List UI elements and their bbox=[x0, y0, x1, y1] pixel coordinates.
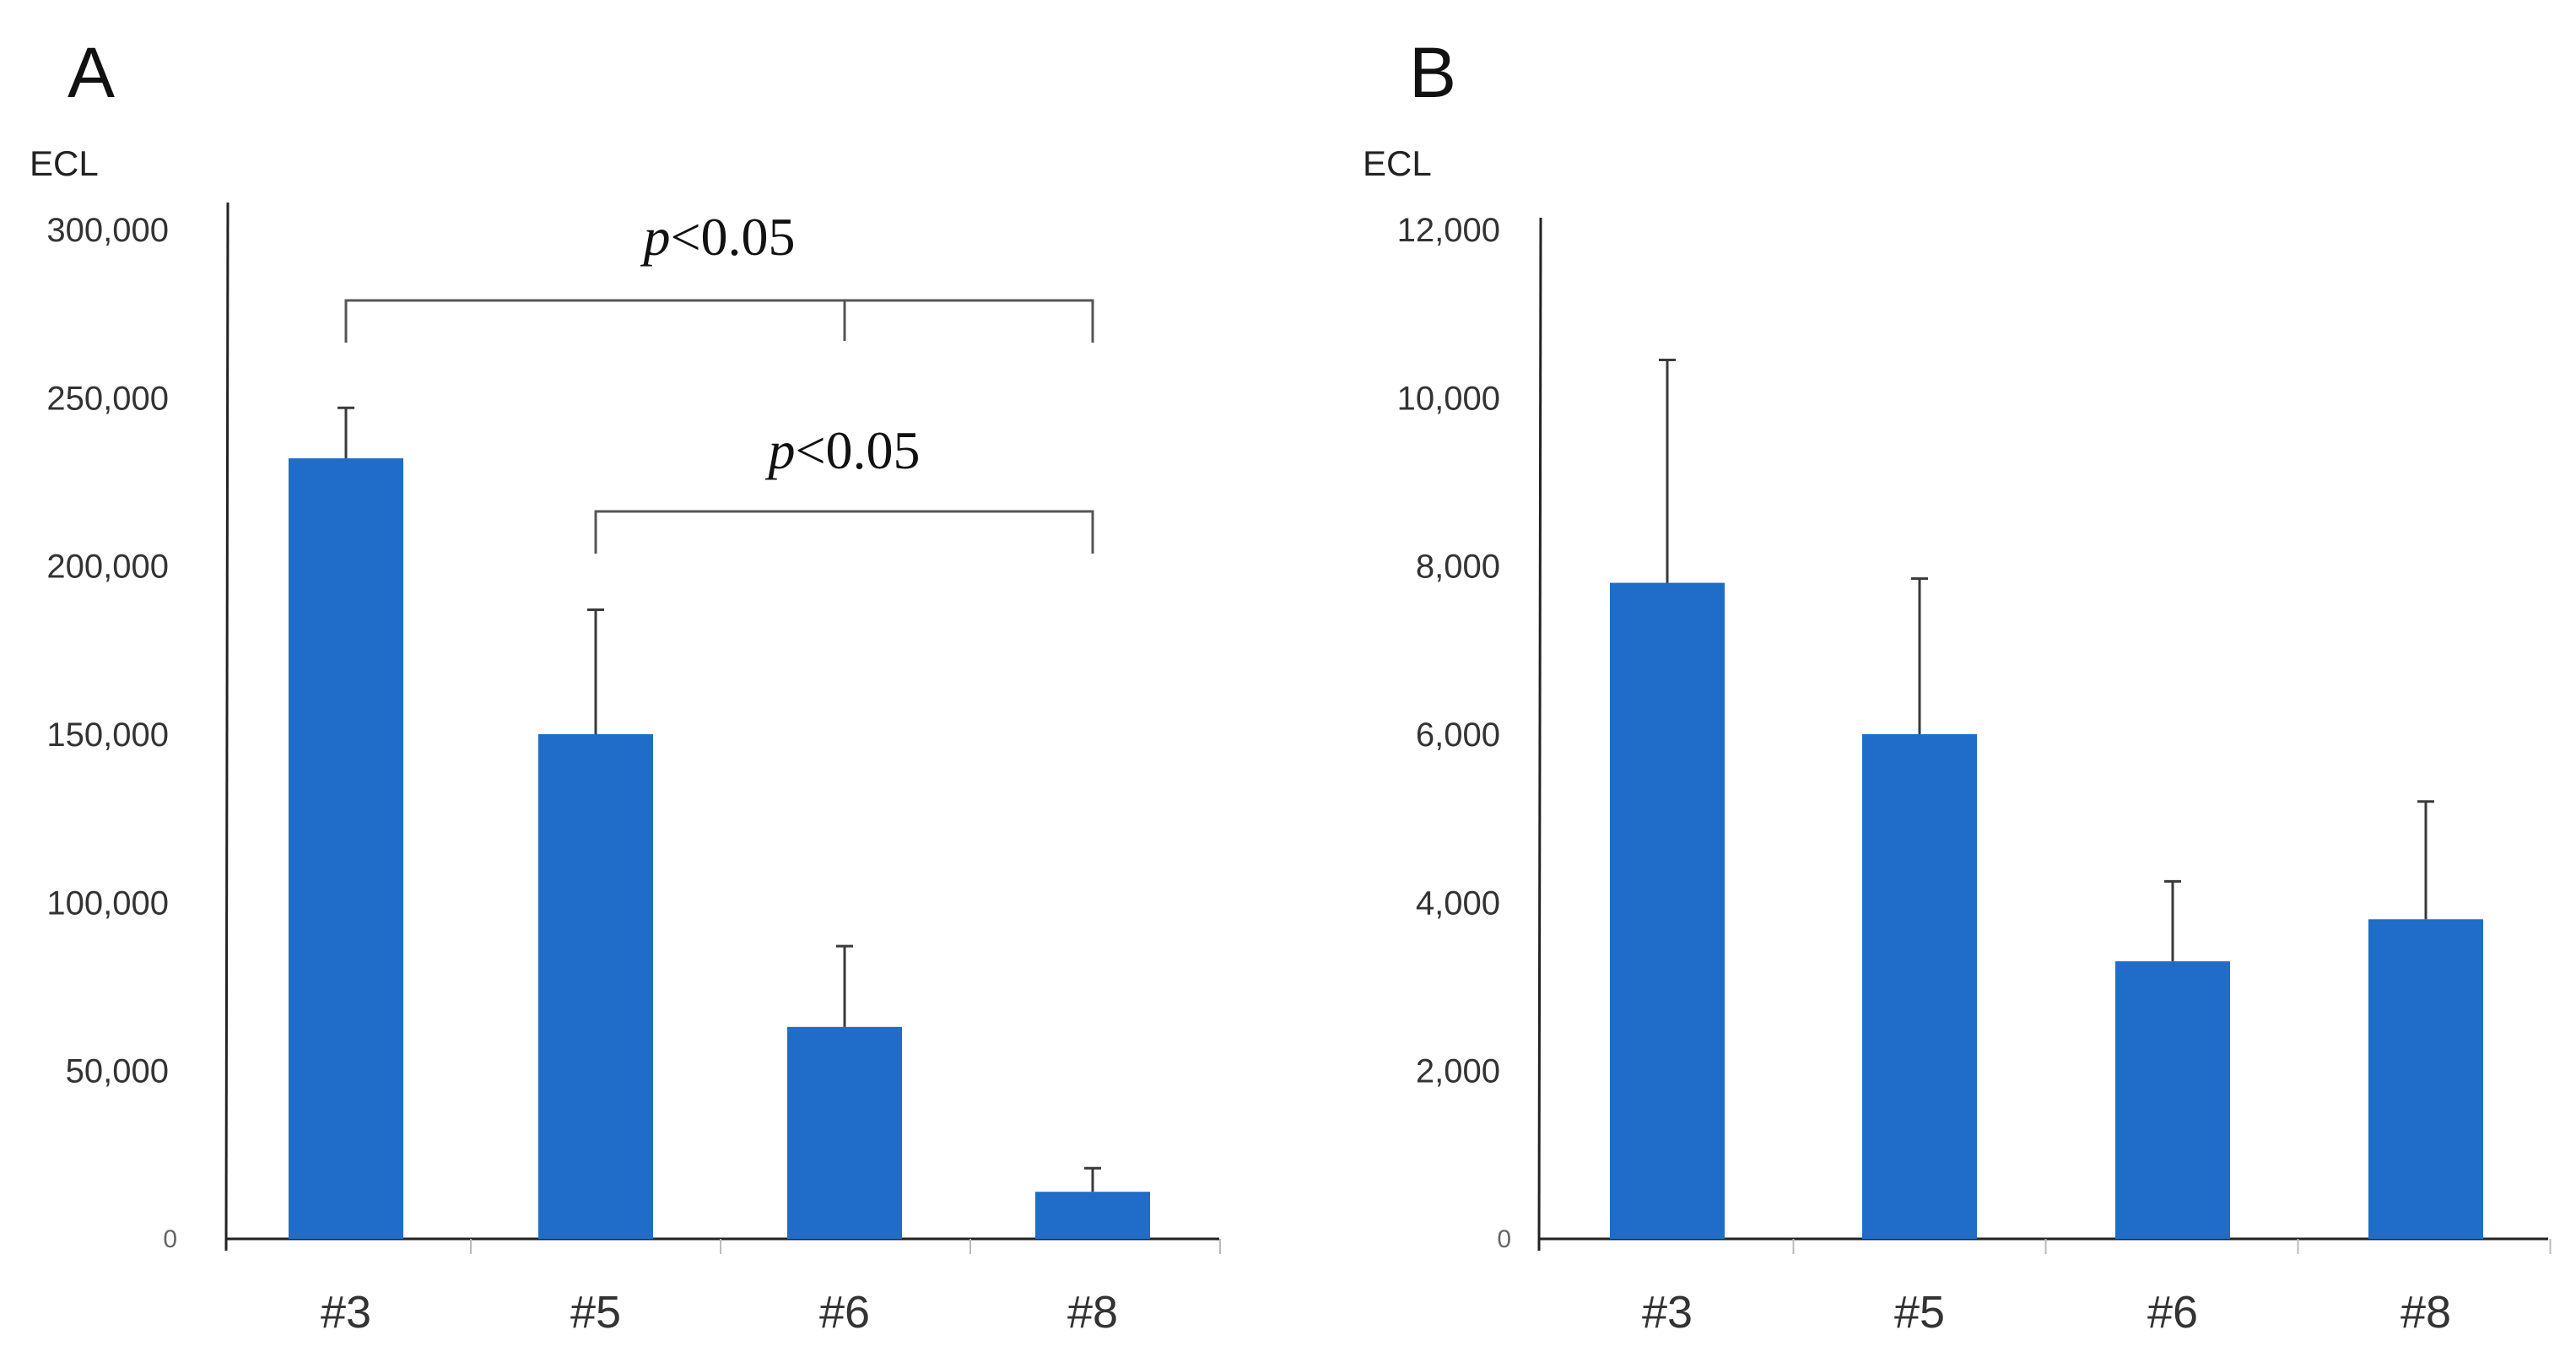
panel-a-x-tick-label: #8 bbox=[1067, 1287, 1118, 1338]
panel-a: A ECL 0 50,000 100,000 150,000 200,000 250,000 3… bbox=[30, 33, 1221, 1338]
panel-b-error-bar-6 bbox=[2164, 879, 2181, 962]
panel-b-x-tick-label: #5 bbox=[1894, 1287, 1945, 1338]
panel-a-y-tick-label: 150,000 bbox=[46, 716, 169, 754]
panel-b-y-axis-label: ECL bbox=[1363, 143, 1432, 183]
panel-b-x-tick-label: #3 bbox=[1642, 1287, 1693, 1338]
panel-b-bar-3 bbox=[1610, 582, 1725, 1239]
panel-a-bar-8 bbox=[1035, 1192, 1150, 1239]
panel-b-y-tick-label: 12,000 bbox=[1397, 212, 1500, 249]
panel-b-error-bar-3 bbox=[1659, 358, 1676, 583]
panel-a-bar-5 bbox=[538, 734, 653, 1239]
panel-b-y-tick-label: 2,000 bbox=[1416, 1053, 1500, 1090]
panel-a-y-tick-label: 200,000 bbox=[46, 549, 169, 586]
panel-a-x-tick-label: #5 bbox=[570, 1287, 621, 1338]
p-threshold: <0.05 bbox=[795, 420, 920, 480]
panel-a-y-tick-label: 250,000 bbox=[46, 380, 169, 417]
panel-b: B ECL 0 2,000 4,000 6,000 8,000 10,000 12,000 #3 #… bbox=[1363, 33, 2552, 1338]
panel-b-error-bar-8 bbox=[2417, 800, 2434, 920]
panel-b-y-tick-label: 6,000 bbox=[1416, 716, 1500, 754]
panel-b-bar-6 bbox=[2115, 961, 2230, 1239]
panel-b-y-tick-label: 4,000 bbox=[1416, 884, 1500, 922]
panel-a-error-bar-6 bbox=[836, 944, 853, 1027]
panel-b-y-tick-label: 8,000 bbox=[1416, 549, 1500, 586]
panel-a-y-tick-label: 300,000 bbox=[46, 212, 169, 249]
panel-a-bar-6 bbox=[787, 1026, 902, 1239]
panel-b-bar-5 bbox=[1862, 734, 1977, 1239]
panel-a-significance-bracket bbox=[594, 510, 1094, 554]
panel-a-x-tick-label: #3 bbox=[321, 1287, 371, 1338]
p-symbol: p bbox=[764, 420, 795, 480]
panel-a-significance-label: p<0.05 bbox=[640, 207, 795, 267]
p-threshold: <0.05 bbox=[670, 207, 795, 267]
panel-b-y-axis bbox=[1537, 217, 1542, 1252]
panel-a-error-bar-8 bbox=[1084, 1166, 1101, 1192]
panel-a-y-tick-label: 0 bbox=[163, 1225, 177, 1253]
panel-a-y-tick-label: 100,000 bbox=[46, 884, 169, 922]
panel-a-bar-3 bbox=[289, 458, 403, 1239]
panel-a-x-tick-label: #6 bbox=[819, 1287, 870, 1338]
panel-a-error-bar-3 bbox=[338, 406, 354, 459]
panel-a-significance-bracket bbox=[344, 299, 1094, 343]
panel-a-letter: A bbox=[68, 33, 115, 112]
panel-b-x-tick-label: #8 bbox=[2400, 1287, 2451, 1338]
panel-b-y-tick-label: 10,000 bbox=[1397, 380, 1500, 417]
panel-a-error-bar-5 bbox=[587, 608, 604, 734]
panel-a-y-axis bbox=[224, 202, 230, 1252]
panel-b-bar-8 bbox=[2368, 919, 2483, 1239]
panel-a-y-tick-label: 50,000 bbox=[66, 1053, 169, 1090]
panel-b-error-bar-5 bbox=[1911, 577, 1928, 734]
panel-b-x-tick-label: #6 bbox=[2147, 1287, 2198, 1338]
panel-a-y-axis-label: ECL bbox=[30, 143, 99, 183]
panel-a-significance-label: p<0.05 bbox=[764, 420, 920, 480]
p-symbol: p bbox=[640, 207, 670, 267]
panel-b-letter: B bbox=[1409, 33, 1456, 112]
panel-b-y-tick-label: 0 bbox=[1497, 1225, 1511, 1253]
